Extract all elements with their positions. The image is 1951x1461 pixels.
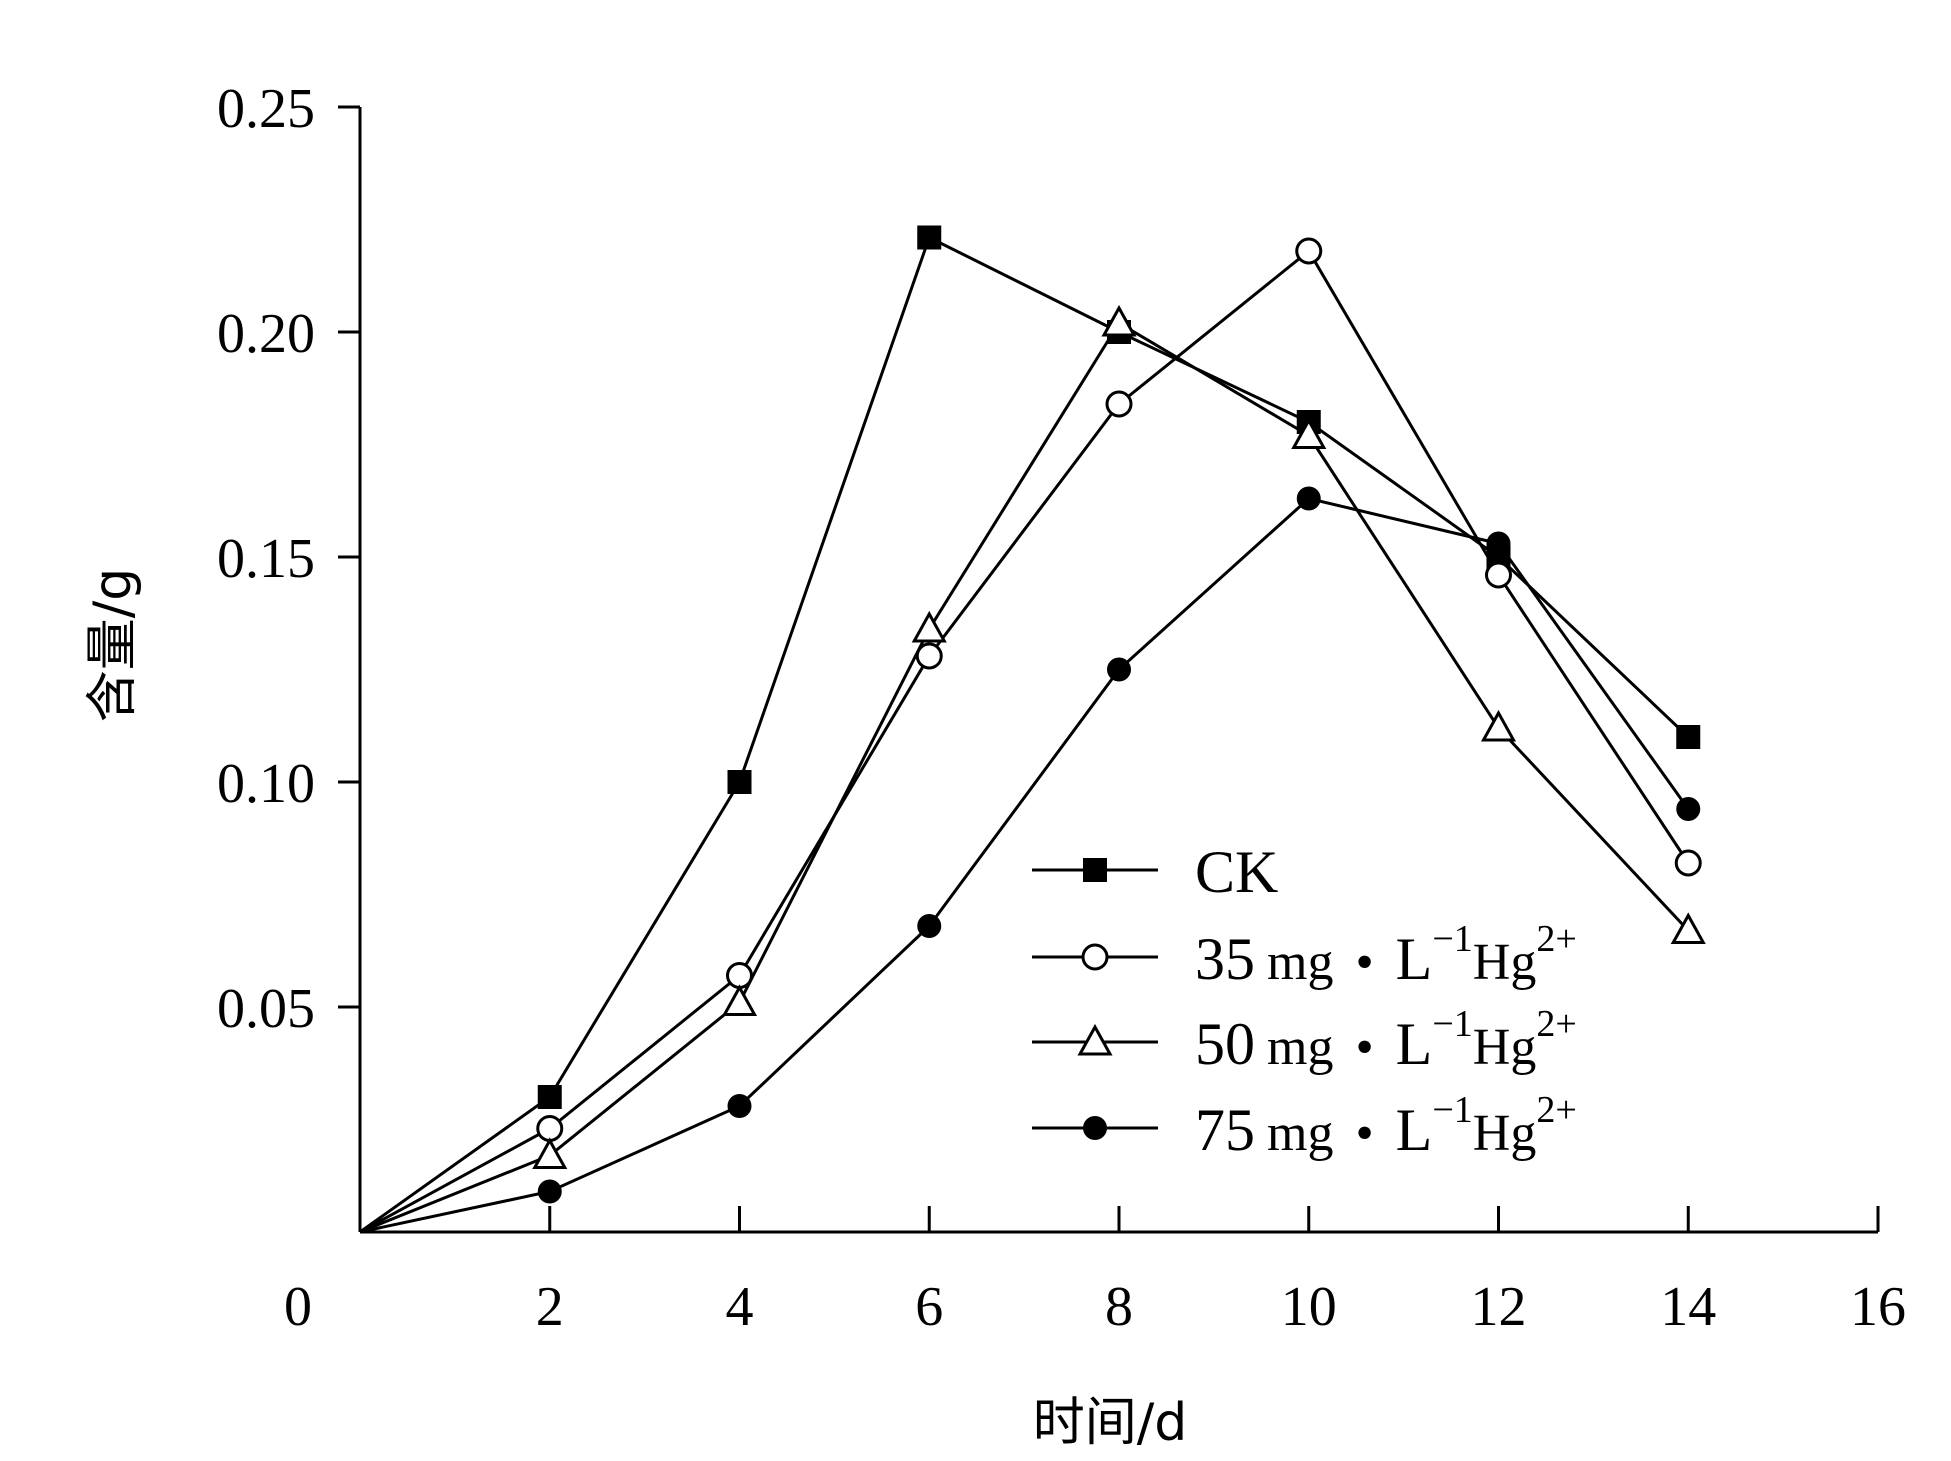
data-point — [1296, 486, 1321, 511]
x-tick-label: 2 — [536, 1276, 564, 1338]
data-point — [1291, 417, 1327, 449]
legend-item-3: 50 mg • L−1Hg2+ — [1032, 1003, 1577, 1077]
series-group — [359, 225, 1706, 1234]
x-tick-label: 0 — [284, 1276, 312, 1338]
x-tick-label: 10 — [1281, 1276, 1337, 1338]
series-4 — [359, 486, 1701, 1234]
x-tick-label: 8 — [1105, 1276, 1133, 1338]
data-point — [915, 642, 943, 670]
x-axis-label: 时间/d — [1033, 1393, 1188, 1453]
legend-label: 75 mg • L−1Hg2+ — [1195, 1089, 1577, 1163]
data-point — [1676, 725, 1701, 749]
tick-labels: 0.05 0.10 0.15 0.20 0.25 0 2 4 6 8 10 12 14 16 — [217, 78, 1906, 1338]
data-point — [1105, 390, 1133, 418]
legend-item-4: 75 mg • L−1Hg2+ — [1032, 1089, 1577, 1163]
series-line — [359, 320, 1690, 1234]
data-point — [532, 1137, 568, 1169]
data-point — [1485, 561, 1512, 589]
legend-item-1: CK — [1032, 839, 1278, 905]
x-tick-label: 14 — [1660, 1276, 1716, 1338]
legend-item-2: 35 mg • L−1Hg2+ — [1032, 918, 1577, 992]
data-point — [1480, 709, 1517, 742]
data-point — [537, 1179, 562, 1204]
y-tick-label: 0.15 — [217, 528, 315, 590]
data-point — [917, 914, 942, 938]
legend-marker — [1081, 943, 1109, 971]
legend: CK 35 mg • L−1Hg2+ 50 mg • L−1Hg2+ 75 mg • L−1Hg2+ — [1032, 839, 1577, 1163]
data-point — [911, 610, 947, 643]
data-point — [1676, 797, 1701, 821]
y-tick-label: 0.25 — [217, 78, 315, 140]
legend-label: 35 mg • L−1Hg2+ — [1195, 918, 1577, 992]
data-point — [536, 1115, 564, 1142]
series-line — [359, 248, 1690, 1234]
data-point — [1486, 531, 1511, 556]
data-point — [721, 984, 758, 1016]
legend-label: CK — [1195, 839, 1278, 905]
y-tick-label: 0.20 — [217, 303, 315, 365]
y-axis-label: 含量/g — [83, 568, 143, 723]
data-point — [1101, 304, 1137, 337]
legend-marker — [1083, 858, 1107, 882]
x-tick-label: 6 — [915, 1276, 943, 1338]
y-tick-label: 0.10 — [217, 753, 315, 815]
y-tick-label: 0.05 — [217, 978, 315, 1040]
series-3 — [359, 304, 1706, 1234]
x-tick-label: 12 — [1471, 1276, 1527, 1338]
data-point — [537, 1085, 562, 1109]
x-tick-label: 4 — [726, 1276, 754, 1338]
data-point — [1107, 657, 1131, 682]
series-line — [359, 496, 1690, 1234]
data-point — [1295, 237, 1323, 265]
data-point — [917, 225, 942, 250]
legend-label: 50 mg • L−1Hg2+ — [1195, 1003, 1577, 1077]
legend-marker — [1083, 1116, 1107, 1140]
legend-marker — [1077, 1023, 1113, 1056]
data-point — [1670, 912, 1706, 944]
axes — [338, 105, 1880, 1234]
data-point — [1674, 849, 1702, 877]
x-tick-label: 16 — [1850, 1276, 1906, 1338]
data-point — [727, 1094, 752, 1118]
data-point — [727, 770, 752, 794]
